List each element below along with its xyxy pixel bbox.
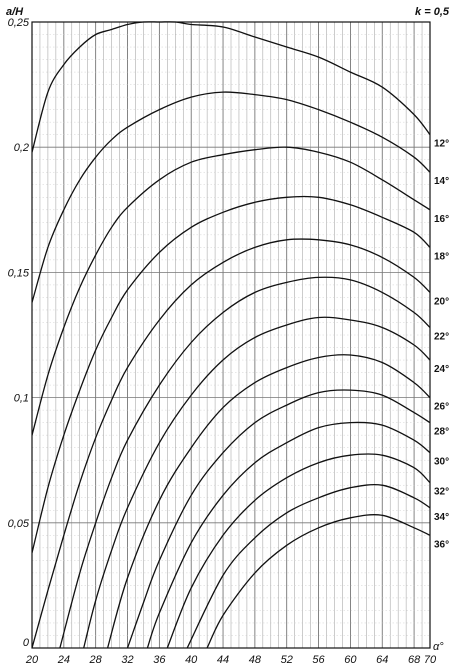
series-line-32deg bbox=[166, 453, 430, 648]
series-lines bbox=[32, 21, 430, 648]
x-tick-label: 20 bbox=[25, 654, 39, 666]
plot-frame bbox=[31, 21, 431, 649]
curve-label-12deg: 12° bbox=[434, 139, 449, 150]
y-tick-label: 0,25 bbox=[8, 17, 30, 29]
x-tick-label: 52 bbox=[281, 654, 293, 666]
y-tick-label: 0,2 bbox=[14, 142, 29, 154]
x-tick-label: 48 bbox=[249, 654, 262, 666]
y-tick-label: 0,15 bbox=[8, 267, 30, 279]
curve-label-30deg: 30° bbox=[434, 457, 449, 468]
plot-border bbox=[31, 21, 431, 649]
x-tick-label: 70 bbox=[424, 654, 437, 666]
x-tick-label: 44 bbox=[217, 654, 229, 666]
curve-label-26deg: 26° bbox=[434, 402, 449, 413]
x-tick-label: 36 bbox=[153, 654, 166, 666]
series-line-24deg bbox=[83, 316, 430, 648]
x-tick-label: 28 bbox=[89, 654, 103, 666]
curve-labels: 12° 14° 16° 18° 20° 22° 24° 26° 28° 30° 32° 34° 36° bbox=[434, 139, 449, 551]
x-tick-label: 56 bbox=[312, 654, 325, 666]
curve-label-24deg: 24° bbox=[434, 364, 449, 375]
x-tick-label: 64 bbox=[376, 654, 388, 666]
series-line-20deg bbox=[32, 238, 430, 648]
series-line-18deg bbox=[32, 195, 430, 553]
parameter-label: k = 0,5 bbox=[415, 6, 450, 18]
series-line-36deg bbox=[206, 514, 430, 648]
series-line-26deg bbox=[106, 354, 430, 648]
y-tick-label: 0,1 bbox=[14, 393, 29, 405]
y-tick-label: 0,05 bbox=[8, 518, 30, 530]
x-tick-label: 68 bbox=[408, 654, 421, 666]
y-axis-label: a/H bbox=[6, 6, 24, 18]
curve-label-34deg: 34° bbox=[434, 512, 449, 523]
x-axis-label: α° bbox=[433, 641, 444, 653]
curve-label-20deg: 20° bbox=[434, 296, 449, 307]
curve-label-16deg: 16° bbox=[434, 214, 449, 225]
curve-label-32deg: 32° bbox=[434, 487, 449, 498]
x-tick-label: 60 bbox=[344, 654, 357, 666]
x-tick-label: 32 bbox=[121, 654, 133, 666]
curve-label-18deg: 18° bbox=[434, 251, 449, 262]
x-tick-label: 40 bbox=[185, 654, 198, 666]
y-tick-label: 0 bbox=[23, 637, 30, 649]
y-tick-labels: 0 0,05 0,1 0,15 0,2 0,25 bbox=[8, 17, 30, 649]
grid bbox=[31, 21, 431, 649]
series-line-22deg bbox=[59, 276, 430, 648]
series-line-34deg bbox=[186, 483, 430, 648]
x-tick-labels: 20 24 28 32 36 40 44 48 52 56 60 64 68 70 bbox=[25, 654, 437, 666]
series-line-28deg bbox=[126, 389, 430, 648]
curve-label-36deg: 36° bbox=[434, 539, 449, 550]
series-line-16deg bbox=[32, 146, 430, 436]
curve-label-22deg: 22° bbox=[434, 331, 449, 342]
series-line-30deg bbox=[146, 421, 430, 648]
curve-label-14deg: 14° bbox=[434, 176, 449, 187]
curve-label-28deg: 28° bbox=[434, 427, 449, 438]
series-line-14deg bbox=[32, 91, 430, 303]
x-tick-label: 24 bbox=[57, 654, 70, 666]
